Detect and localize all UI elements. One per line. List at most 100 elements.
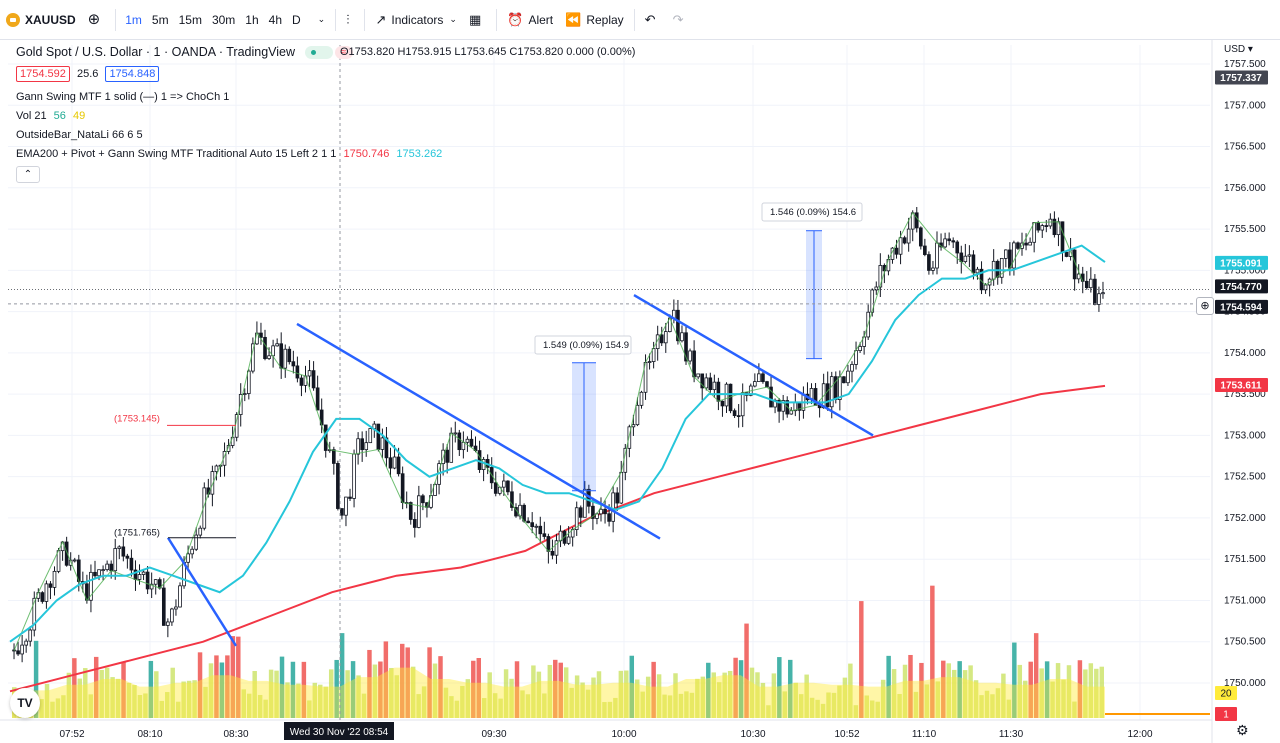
candle-body (93, 571, 97, 577)
sell-price-badge[interactable]: 1754.592 (16, 66, 70, 82)
price-axis-label-text: 1755.091 (1220, 258, 1262, 269)
settings-gear-icon[interactable]: ⚙ (1236, 722, 1249, 738)
candle-body (1052, 218, 1057, 236)
volume-bar (481, 698, 487, 718)
volume-bar (301, 661, 307, 718)
candle-body (850, 364, 854, 372)
indicator-legend-ema[interactable]: EMA200 + Pivot + Gann Swing MTF Traditio… (16, 148, 442, 160)
indicator-legend-volume[interactable]: Vol 21 56 49 (16, 110, 85, 122)
volume-bar (596, 671, 602, 718)
ema200-line[interactable] (9, 384, 1106, 693)
volume-bar (285, 682, 290, 718)
price-axis-label-text: 1754.594 (1220, 302, 1262, 313)
volume-bar (1066, 665, 1072, 718)
indicators-button[interactable]: ↗ Indicators ⌄ (369, 6, 462, 34)
candle-body (20, 644, 24, 655)
candle-body (315, 387, 320, 411)
trendline-drawing[interactable] (166, 537, 238, 647)
volume-bar (908, 654, 913, 718)
interval-1m[interactable]: 1m (125, 12, 142, 27)
volume-bar (613, 697, 618, 718)
volume-bar (880, 679, 886, 718)
symbol-search[interactable]: XAUUSD (0, 6, 82, 34)
volume-bar (290, 661, 296, 718)
indicators-icon: ↗ (375, 12, 387, 27)
crosshair-time-box (284, 722, 394, 740)
trendline-drawing[interactable] (296, 322, 661, 540)
candle-body (190, 548, 194, 555)
candle-body (64, 541, 69, 566)
chart-canvas[interactable]: 1757.500 1757.000 1756.500 1756.000 1755.500… (0, 40, 1280, 743)
redo-button[interactable]: ↷ (667, 6, 695, 34)
interval-1h[interactable]: 1h (245, 12, 259, 27)
volume-bar (367, 649, 372, 718)
trendline-drawing[interactable] (633, 294, 874, 437)
candle-body (765, 381, 769, 388)
candle-body (566, 536, 571, 544)
add-alert-plus-button[interactable]: ⊕ (1196, 297, 1214, 315)
tradingview-logo[interactable]: TV (10, 688, 40, 718)
volume-bar (946, 663, 951, 718)
candle-body (311, 370, 316, 389)
currency-selector[interactable]: USD ▾ (1224, 44, 1253, 55)
volume-bar (449, 696, 454, 718)
volume-bar (984, 690, 990, 718)
interval-4h[interactable]: 4h (268, 12, 282, 27)
price-axis-label (1215, 255, 1268, 270)
alert-button[interactable]: ⏰ Alert (501, 6, 559, 34)
candle-body (538, 525, 543, 535)
chart-type-button[interactable]: ⫶ (340, 6, 360, 34)
volume-bar (279, 656, 285, 718)
layouts-button[interactable]: ▦ (463, 6, 492, 34)
alarm-clock-icon: ⏰ (507, 12, 524, 27)
candle-body (16, 650, 20, 655)
volume-bar (252, 670, 257, 718)
candle-body (465, 438, 470, 443)
candle-body (194, 534, 199, 550)
volume-bar (1028, 661, 1033, 718)
volume-bar (170, 667, 175, 718)
volume-bar (820, 703, 826, 718)
candle-body (708, 377, 713, 391)
volume-bar (902, 664, 908, 718)
interval-5m[interactable]: 5m (151, 12, 169, 27)
ema-indicator-label: EMA200 + Pivot + Gann Swing MTF Traditio… (16, 148, 337, 160)
candle-body (607, 513, 611, 522)
candle-body (506, 480, 510, 493)
undo-button[interactable]: ↶ (639, 6, 667, 34)
measure-label-box (761, 202, 863, 222)
interval-D[interactable]: D (292, 12, 301, 27)
volume-bar (607, 701, 613, 718)
volume-bar (126, 682, 132, 718)
interval-dropdown[interactable]: ⌄ (306, 6, 332, 34)
volume-bar (192, 680, 197, 718)
volume-bar (328, 669, 334, 718)
volume-bar (454, 700, 460, 718)
price-axis-label-text: 1757.337 (1220, 73, 1262, 84)
interval-30m[interactable]: 30m (211, 12, 236, 27)
pivot-level-label: (1753.145) (114, 413, 160, 424)
candle-body (1028, 241, 1032, 246)
buy-price-badge[interactable]: 1754.848 (105, 66, 160, 82)
volume-bar (323, 686, 328, 718)
candles (12, 206, 1105, 663)
candle-body (186, 553, 190, 563)
ema-fast-line[interactable] (9, 244, 1106, 643)
volume-bar (624, 670, 629, 718)
candle-body (676, 309, 680, 342)
volume-bar (498, 698, 503, 718)
time-tick-label: 10:00 (611, 729, 636, 740)
candle-body (688, 350, 692, 362)
candle-body (967, 254, 972, 257)
indicator-legend-gann[interactable]: Gann Swing MTF 1 solid (—) 1 => ChoCh 1 (16, 91, 230, 103)
indicator-legend-outsidebar[interactable]: OutsideBar_NataLi 66 6 5 (16, 129, 143, 141)
volume-bar (716, 682, 722, 718)
candle-body (615, 492, 620, 504)
compare-symbol-button[interactable]: ⊕ (82, 6, 112, 34)
legend-collapse-button[interactable]: ⌃ (16, 166, 40, 183)
interval-15m[interactable]: 15m (178, 12, 202, 27)
replay-button[interactable]: ⏪ Replay (559, 6, 630, 34)
volume-bar (525, 694, 531, 718)
candle-body (647, 361, 652, 363)
volume-bar (553, 659, 558, 718)
